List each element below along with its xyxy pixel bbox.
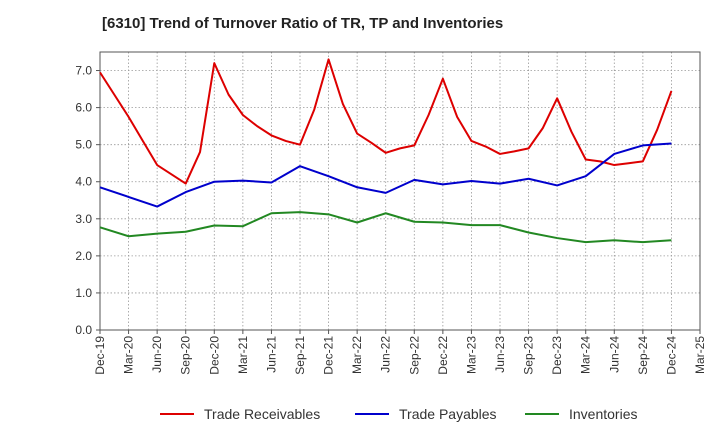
x-tick-label: Mar-23: [464, 336, 478, 374]
x-tick-label: Mar-25: [693, 336, 707, 374]
x-tick-label: Mar-21: [236, 336, 250, 374]
series-line-3: [99, 211, 672, 244]
chart-title: [6310] Trend of Turnover Ratio of TR, TP…: [102, 15, 504, 32]
x-tick-label: Jun-23: [493, 336, 507, 373]
x-tick-label: Dec-21: [322, 336, 336, 375]
x-tick-label: Sep-21: [293, 336, 307, 375]
y-tick-label: 0.0: [75, 323, 92, 337]
x-tick-label: Mar-24: [579, 336, 593, 374]
legend: Trade Receivables Trade Payables Inventori…: [160, 406, 637, 422]
x-tick-label: Dec-19: [93, 336, 107, 375]
series-lines: [99, 58, 673, 244]
x-tick-label: Dec-23: [550, 336, 564, 375]
x-tick-label: Dec-24: [664, 336, 678, 375]
series-line-1: [99, 58, 673, 185]
x-tick-label: Dec-22: [436, 336, 450, 375]
x-tick-label: Mar-20: [122, 336, 136, 374]
x-tick-label: Jun-22: [379, 336, 393, 373]
x-tick-label: Sep-22: [407, 336, 421, 375]
y-tick-label: 7.0: [75, 64, 92, 78]
x-tick-label: Jun-20: [150, 336, 164, 373]
x-tick-label: Mar-22: [350, 336, 364, 374]
legend-label: Trade Payables: [399, 406, 497, 422]
y-tick-label: 1.0: [75, 286, 92, 300]
x-tick-label: Sep-23: [522, 336, 536, 375]
x-tick-label: Sep-20: [179, 336, 193, 375]
legend-label: Inventories: [569, 406, 637, 422]
y-tick-label: 2.0: [75, 249, 92, 263]
y-tick-label: 3.0: [75, 212, 92, 226]
x-tick-label: Jun-24: [607, 336, 621, 373]
axes: 0.0 1.0 2.0 3.0 4.0 5.0 6.0 7.0 Dec-19 Mar-20 Jun-…: [75, 64, 707, 375]
y-tick-label: 5.0: [75, 138, 92, 152]
x-tick-label: Sep-24: [636, 336, 650, 375]
x-tick-label: Jun-21: [264, 336, 278, 373]
series-line-2: [99, 142, 672, 208]
y-tick-label: 6.0: [75, 101, 92, 115]
y-tick-label: 4.0: [75, 175, 92, 189]
plot-area-border: [99, 51, 701, 331]
x-tick-label: Dec-20: [207, 336, 221, 375]
legend-label: Trade Receivables: [204, 406, 320, 422]
